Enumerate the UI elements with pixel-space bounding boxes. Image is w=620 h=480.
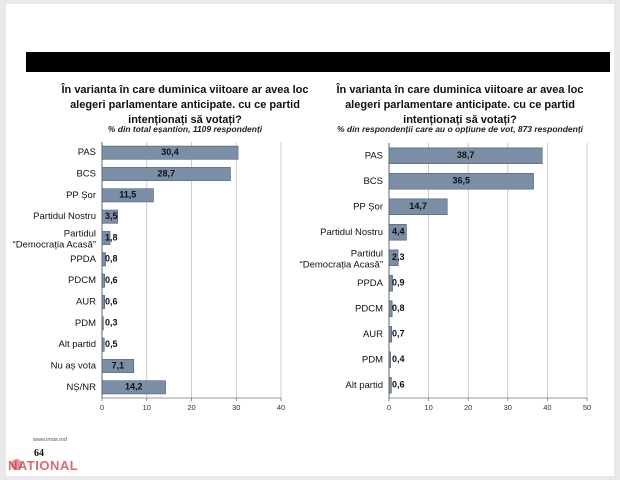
page-number: 64 xyxy=(34,448,44,459)
brand-logo-mark xyxy=(11,459,22,470)
value-label: 14,2 xyxy=(125,382,143,392)
bar xyxy=(101,273,105,288)
tick-label: 40 xyxy=(543,403,551,412)
value-label: 11,5 xyxy=(119,190,136,200)
tick-label: 10 xyxy=(143,403,151,412)
category-label: AUR xyxy=(363,329,383,340)
category-label: Partidul Nostru xyxy=(33,211,96,222)
brand-watermark: NATIONAL xyxy=(8,458,79,473)
category-label: PDM xyxy=(362,354,383,365)
category-label: BCS xyxy=(76,169,96,180)
value-label: 38,7 xyxy=(457,150,475,160)
category-label: PP Șor xyxy=(353,201,383,212)
value-label: 0,8 xyxy=(392,303,405,313)
value-label: 28,7 xyxy=(157,168,175,178)
category-label: NȘ/NR xyxy=(66,382,96,393)
value-label: 0,3 xyxy=(105,318,118,328)
category-label: AUR xyxy=(76,297,96,308)
tick-label: 30 xyxy=(232,403,240,412)
category-label: PAS xyxy=(365,150,383,161)
bar xyxy=(101,252,106,267)
value-label: 0,4 xyxy=(392,354,405,364)
value-label: 0,8 xyxy=(105,254,118,264)
bar xyxy=(388,224,407,241)
tick-label: 40 xyxy=(277,403,285,412)
category-label: PDM xyxy=(75,318,96,329)
bar xyxy=(388,198,448,215)
bar xyxy=(388,173,534,190)
bar xyxy=(388,351,391,368)
category-label: Alt partid xyxy=(59,339,97,350)
value-label: 1,8 xyxy=(105,232,118,242)
category-label: Nu aș vota xyxy=(51,361,97,372)
left-chart-subtitle: % din total eșantion, 1109 respondenți xyxy=(107,124,263,134)
bar xyxy=(388,377,392,394)
category-label: BCS xyxy=(363,176,383,187)
tick-label: 0 xyxy=(100,403,104,412)
header-bar xyxy=(26,52,610,72)
value-label: 30,4 xyxy=(161,147,179,157)
bar xyxy=(388,275,393,292)
bar xyxy=(388,147,543,164)
value-label: 3,5 xyxy=(105,211,118,221)
value-label: 2,3 xyxy=(392,252,405,262)
value-label: 7,1 xyxy=(112,360,125,370)
tick-label: 50 xyxy=(583,403,591,412)
category-label: Alt partid xyxy=(346,380,384,391)
right-chart-subtitle: % din respondenții care au o opțiune de … xyxy=(336,124,584,134)
bar xyxy=(101,359,135,373)
value-label: 4,4 xyxy=(392,227,405,237)
category-label: Partidul “Democrația Acasă” xyxy=(13,229,96,251)
category-label: Partidul Nostru xyxy=(320,227,383,238)
value-label: 0,6 xyxy=(105,275,118,285)
category-label: PPDA xyxy=(70,254,97,265)
left-chart-title: În varianta în care duminica viitoare ar… xyxy=(61,84,309,126)
bar xyxy=(388,300,393,317)
bar xyxy=(388,249,399,266)
category-label: PDCM xyxy=(68,275,96,286)
bar xyxy=(101,337,105,352)
value-label: 0,5 xyxy=(105,339,118,349)
bar xyxy=(101,380,166,395)
value-label: 14,7 xyxy=(409,201,427,211)
category-label: PP Șor xyxy=(66,190,96,201)
tick-label: 30 xyxy=(504,403,512,412)
bar xyxy=(101,231,111,245)
bar xyxy=(101,316,104,331)
bar xyxy=(101,209,118,224)
bar xyxy=(101,145,239,160)
bar xyxy=(101,295,105,309)
value-label: 0,7 xyxy=(392,329,405,339)
bar xyxy=(101,167,231,181)
tick-label: 0 xyxy=(387,403,391,412)
tick-label: 20 xyxy=(187,403,195,412)
category-label: PDCM xyxy=(355,303,383,314)
category-label: PAS xyxy=(78,147,96,158)
value-label: 0,9 xyxy=(392,278,405,288)
bar xyxy=(388,326,393,343)
value-label: 36,5 xyxy=(453,176,471,186)
source-text: www.imas.md xyxy=(33,437,67,443)
category-label: Partidul “Democrația Acasă” xyxy=(300,248,383,270)
value-label: 0,6 xyxy=(392,380,405,390)
value-label: 0,6 xyxy=(105,296,118,306)
tick-label: 10 xyxy=(424,403,432,412)
tick-label: 20 xyxy=(464,403,472,412)
right-chart-title: În varianta în care duminica viitoare ar… xyxy=(336,84,584,126)
bar xyxy=(101,188,154,203)
category-label: PPDA xyxy=(357,278,384,289)
